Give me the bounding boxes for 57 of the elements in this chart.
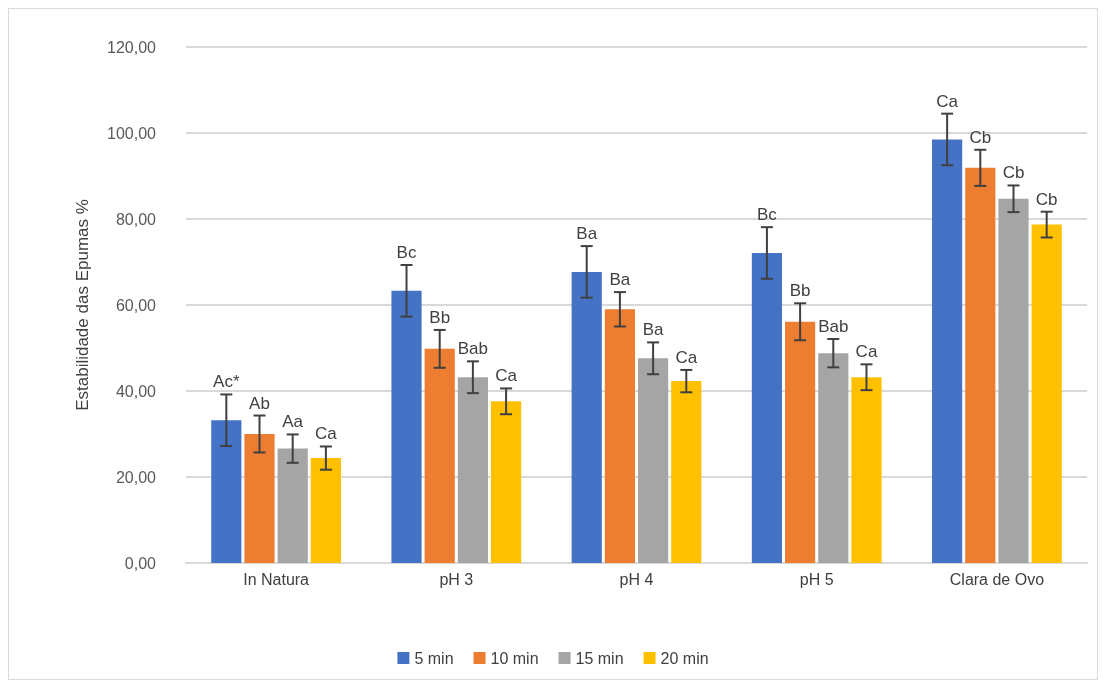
x-tick-label: Clara de Ovo [949, 570, 1045, 588]
bar [671, 381, 702, 563]
data-label: Ba [642, 320, 665, 340]
data-label: Ac* [213, 372, 240, 392]
data-label: Ab [249, 393, 270, 413]
bar [391, 290, 422, 563]
data-label: Ba [609, 270, 631, 290]
bar [457, 377, 488, 563]
bar [424, 348, 455, 563]
x-tick-label: pH 3 [439, 570, 474, 588]
bar [277, 448, 308, 563]
x-tick-label: In Natura [243, 570, 310, 588]
legend-label: 20 min [660, 649, 709, 667]
bar [932, 139, 963, 563]
data-label: Cb [969, 127, 992, 147]
data-label: Ca [495, 366, 518, 386]
data-label: Ca [675, 347, 698, 367]
data-label: Ba [576, 224, 598, 244]
data-label: Bb [789, 281, 811, 301]
data-label: Bc [756, 205, 778, 225]
data-label: Bc [396, 243, 417, 263]
data-label: Bab [457, 339, 489, 359]
bar [491, 401, 522, 563]
data-label: Cb [1035, 189, 1058, 209]
y-tick-label: 120,00 [107, 38, 157, 56]
data-label: Bb [429, 307, 451, 327]
data-label: Ca [855, 342, 878, 362]
data-label: Ca [315, 424, 338, 444]
bar [310, 458, 341, 563]
legend-label: 5 min [414, 649, 454, 667]
y-axis-title: Estabilidade das Epumas % [73, 199, 92, 411]
y-tick-label: 100,00 [107, 124, 157, 142]
bar [965, 167, 996, 563]
y-tick-label: 20,00 [115, 468, 157, 486]
x-tick-label: pH 5 [799, 570, 834, 588]
data-label: Cb [1002, 163, 1025, 183]
bar [818, 353, 849, 563]
y-tick-label: 80,00 [115, 210, 157, 228]
data-label: Bab [818, 316, 849, 336]
bar [604, 309, 635, 563]
legend-label: 15 min [575, 649, 624, 667]
y-tick-label: 60,00 [115, 296, 157, 314]
bar [751, 252, 782, 563]
bar [998, 198, 1029, 563]
data-label: Aa [282, 412, 304, 432]
bar [851, 377, 882, 563]
x-tick-label: pH 4 [619, 570, 654, 588]
bar [1031, 224, 1062, 563]
bar [211, 420, 242, 563]
data-label: Ca [936, 91, 959, 111]
bar [244, 434, 275, 563]
bar [571, 271, 602, 563]
y-tick-label: 40,00 [115, 382, 157, 400]
legend-label: 10 min [490, 649, 539, 667]
bar [785, 321, 816, 563]
bar [638, 358, 669, 563]
y-tick-label: 0,00 [124, 554, 157, 572]
